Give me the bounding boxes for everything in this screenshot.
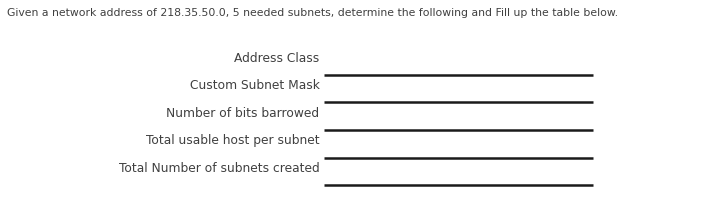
Text: Total Number of subnets created: Total Number of subnets created (119, 162, 319, 175)
Text: Custom Subnet Mask: Custom Subnet Mask (190, 79, 319, 92)
Text: Total usable host per subnet: Total usable host per subnet (146, 134, 319, 147)
Text: Number of bits barrowed: Number of bits barrowed (166, 107, 319, 120)
Text: Given a network address of 218.35.50.0, 5 needed subnets, determine the followin: Given a network address of 218.35.50.0, … (7, 8, 618, 18)
Text: Address Class: Address Class (234, 52, 319, 65)
